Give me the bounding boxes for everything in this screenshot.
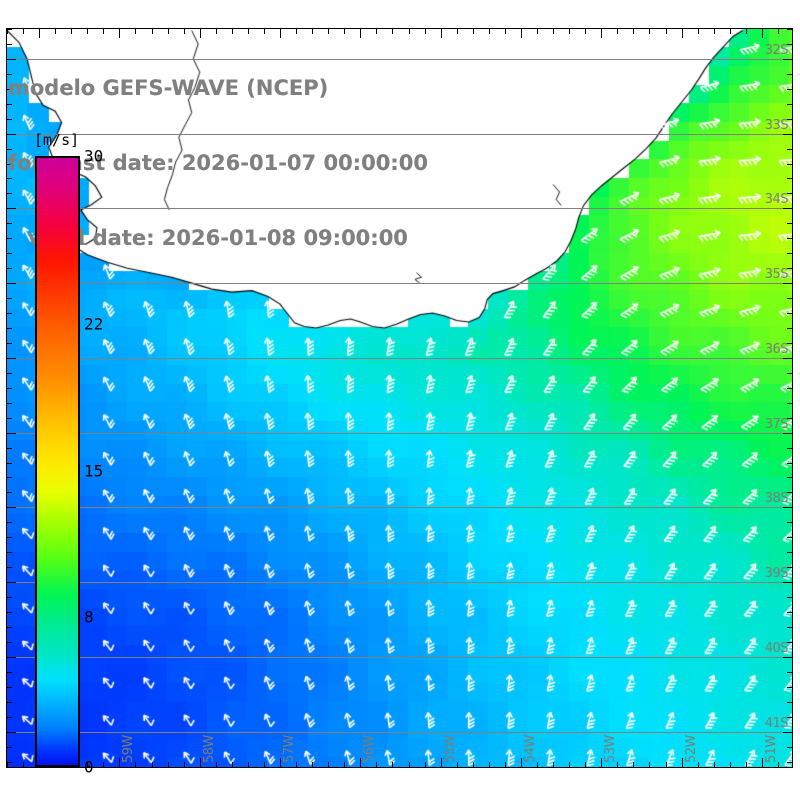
lat-tick-label: 39S (764, 566, 789, 582)
lon-tick-label: 53W (603, 735, 619, 763)
lon-tick-label: 57W (282, 735, 298, 763)
lon-tick-label: 58W (201, 735, 217, 763)
lat-tick-label: 32S (764, 42, 789, 58)
lon-tick-label: 52W (683, 735, 699, 763)
colorbar-tick-label: 15 (84, 461, 104, 481)
lat-tick-label: 38S (764, 491, 789, 507)
lon-tick-label: 56W (362, 735, 378, 763)
lat-tick-label: 33S (764, 117, 789, 133)
colorbar-tick-label: 22 (84, 314, 104, 334)
lon-tick-label: 51W (763, 735, 779, 763)
model-title: modelo GEFS-WAVE (NCEP) (8, 76, 329, 100)
lon-tick-label: 59W (121, 735, 137, 763)
lat-tick-label: 40S (764, 640, 789, 656)
lat-tick-label: 35S (764, 267, 789, 283)
lat-tick-label: 34S (764, 192, 789, 208)
lat-tick-label: 41S (764, 715, 789, 731)
colorbar-tick-label: 30 (84, 146, 104, 166)
colorbar-unit-label: [m/s] (34, 131, 80, 149)
lon-tick-label: 55W (442, 735, 458, 763)
colorbar-tick-label: 0 (84, 757, 94, 777)
lon-tick-label: 54W (522, 735, 538, 763)
colorbar (35, 156, 80, 767)
lat-tick-label: 37S (764, 416, 789, 432)
colorbar-tick-label: 8 (84, 607, 94, 627)
lat-tick-label: 36S (764, 341, 789, 357)
